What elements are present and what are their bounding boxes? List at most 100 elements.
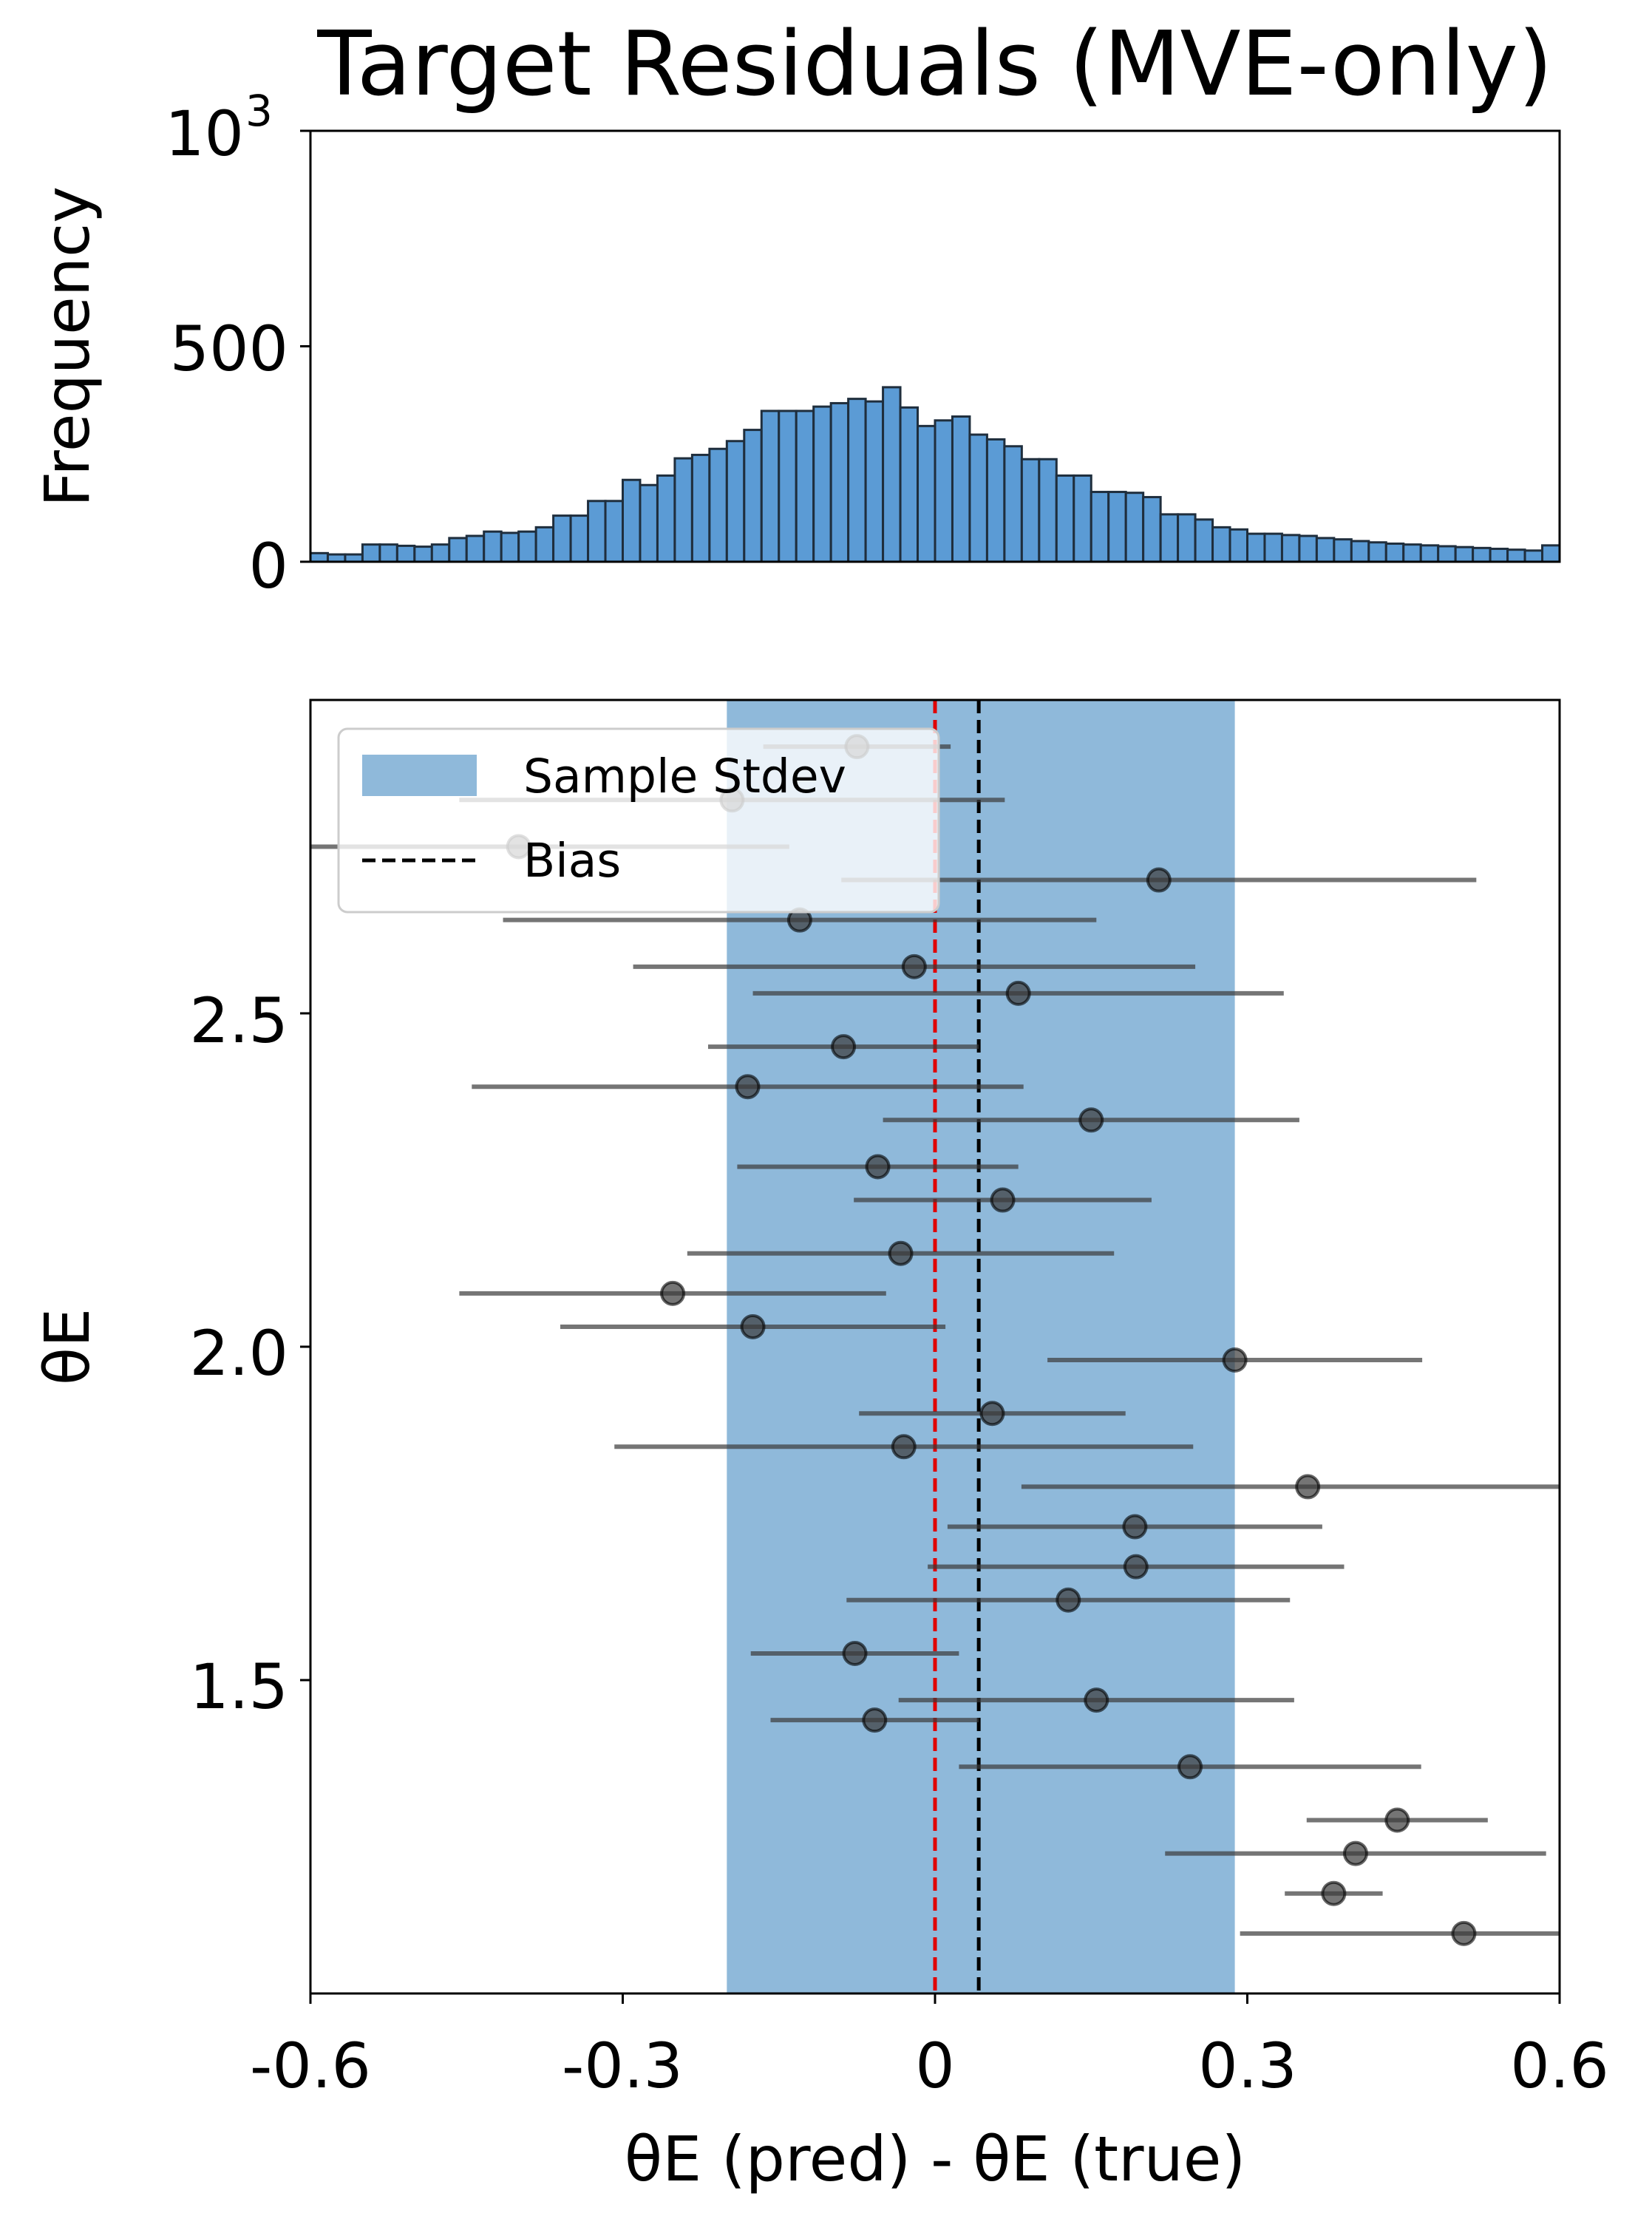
histogram-bar [1298,534,1318,563]
histogram-bar [569,514,590,563]
histogram-bar [639,483,659,563]
res-xtick-label--0.6: -0.6 [250,2030,371,2102]
data-point [1451,1920,1477,1946]
chart-title: Target Residuals (MVE-only) [316,13,1552,116]
hist-y-axis-label: Frequency [31,186,103,507]
histogram-bar [1472,546,1492,563]
histogram-bar [1124,492,1145,563]
histogram-bar [1142,496,1162,563]
histogram-bar [673,457,693,563]
legend-label-stdev: Sample Stdev [523,749,846,803]
histogram-bar [622,478,642,563]
histogram-bar [1073,474,1092,563]
histogram-bar [951,415,971,563]
data-point [740,1313,766,1339]
histogram-bar [968,433,988,563]
res-xtick-label-0.6: 0.6 [1510,2030,1609,2102]
histogram-bar [1454,545,1475,563]
histogram-bar [812,405,832,563]
histogram-bar [1003,445,1023,563]
data-point [862,1707,888,1733]
res-x-axis-label: θE (pred) - θE (true) [625,2123,1246,2195]
data-point [990,1187,1016,1213]
data-point [1384,1807,1410,1833]
histogram-bar [1315,537,1336,563]
histogram-bar [1506,548,1526,563]
data-point [865,1154,891,1180]
res-y-axis-label: θE [31,1308,103,1385]
histogram-bar [413,545,433,563]
histogram-bar [1177,513,1197,563]
histogram-bar [517,530,537,563]
hist-ytick-label-10: 10 [165,98,244,170]
data-point [1295,1474,1321,1500]
histogram-bar [465,534,486,563]
histogram-bar [985,438,1006,563]
hist-ytick-label-0: 0 [249,530,288,602]
data-point [979,1401,1005,1427]
histogram-bar [917,424,937,563]
histogram-y-ticks [300,129,310,563]
hist-ytick-label-exponent: 3 [245,86,273,136]
histogram-bar [778,409,798,563]
legend-label-bias: Bias [523,834,621,888]
data-point [888,1240,914,1266]
hist-ytick-label-500: 500 [170,313,288,385]
histogram-bar [690,453,711,563]
res-xtick-label-0.3: 0.3 [1198,2030,1297,2102]
histogram-bar [899,406,920,563]
res-ytick-label-1.5: 1.5 [189,1651,288,1723]
histogram-bar [500,531,520,563]
histogram-bar [1367,541,1387,563]
data-point [1078,1107,1104,1133]
data-point [901,953,927,979]
histogram-bar [708,447,728,563]
data-point [735,1074,761,1100]
data-point [1122,1514,1148,1540]
histogram-bar [1228,528,1249,563]
sample-stdev-band [727,700,1235,1993]
histogram-bar [1384,543,1405,563]
histogram-bars [309,386,1561,563]
data-point [891,1434,917,1460]
data-point [831,1034,857,1060]
histogram-bar [743,429,763,563]
histogram-bar [1038,458,1058,563]
histogram-bar [1263,532,1283,563]
histogram-bar [378,543,398,563]
histogram-bar [1107,491,1127,563]
data-point [1084,1687,1109,1713]
histogram-bar [829,401,850,563]
histogram-bar [1541,544,1561,563]
data-point [660,1280,686,1306]
histogram-bar [483,530,503,563]
legend-swatch-stdev [362,755,477,796]
histogram-bar [656,474,676,563]
histogram-bar [604,500,624,563]
histogram-bar [1350,540,1370,563]
histogram-bar [1333,538,1353,563]
data-point [1177,1754,1203,1780]
histogram-bar [882,386,902,563]
res-xtick-label--0.3: -0.3 [562,2030,683,2102]
res-xtick-label-0: 0 [915,2030,954,2102]
histogram-bar [587,500,607,563]
residual-axis-ticks [300,1012,1561,2004]
histogram-bar [1090,491,1110,563]
res-ytick-label-2.5: 2.5 [189,985,288,1057]
data-point [1342,1840,1368,1866]
histogram-bar [847,398,867,563]
histogram-bar [725,440,746,563]
data-point [1222,1347,1248,1373]
legend-box [337,727,940,914]
data-point [1321,1880,1347,1906]
histogram-bar [1020,458,1041,563]
histogram-bar [795,409,815,563]
data-point [1005,980,1031,1006]
res-ytick-label-2.0: 2.0 [189,1317,288,1390]
histogram-bar [1246,532,1266,563]
data-point [1146,867,1172,893]
histogram-bar [1211,526,1231,563]
histogram-bar [864,400,885,563]
